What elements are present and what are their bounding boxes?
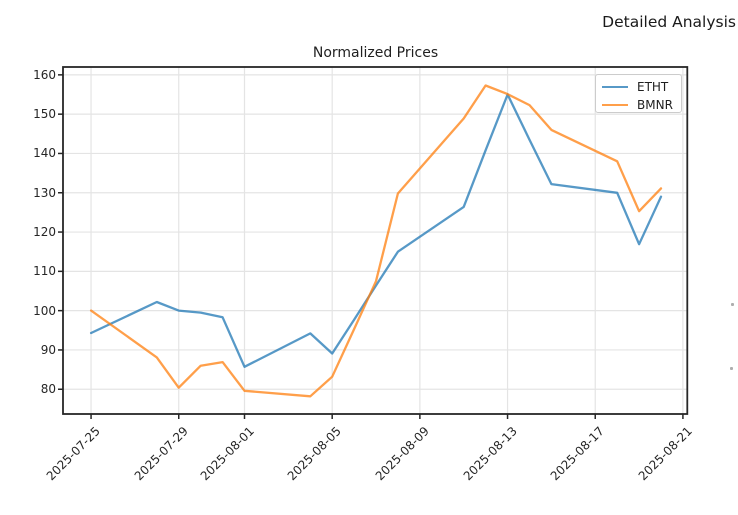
axes-spines xyxy=(62,66,689,415)
right-edge-artifact-dot xyxy=(730,367,733,370)
legend-line-swatch xyxy=(602,86,628,88)
y-tick-label: 160 xyxy=(33,67,56,82)
legend-box: ETHT BMNR xyxy=(595,74,682,113)
y-tick-label: 150 xyxy=(33,107,56,122)
chart-title: Normalized Prices xyxy=(312,45,439,61)
y-tick-label: 120 xyxy=(33,225,56,240)
etht-line xyxy=(89,93,663,368)
y-tick-label: 140 xyxy=(33,146,56,161)
y-tick-label: 80 xyxy=(40,382,56,397)
figure-title: Detailed Analysis xyxy=(602,13,736,31)
legend-label: BMNR xyxy=(637,98,673,112)
y-tick-label: 110 xyxy=(33,264,56,279)
legend-line-swatch xyxy=(602,104,628,106)
bmnr-line xyxy=(89,84,663,398)
legend-item-etht: ETHT xyxy=(602,78,675,96)
legend-label: ETHT xyxy=(637,80,669,94)
legend-item-bmnr: BMNR xyxy=(602,96,675,114)
y-tick-label: 100 xyxy=(33,303,56,318)
y-tick-label: 90 xyxy=(40,342,56,357)
right-edge-artifact-dot xyxy=(731,303,734,306)
y-tick-label: 130 xyxy=(33,185,56,200)
